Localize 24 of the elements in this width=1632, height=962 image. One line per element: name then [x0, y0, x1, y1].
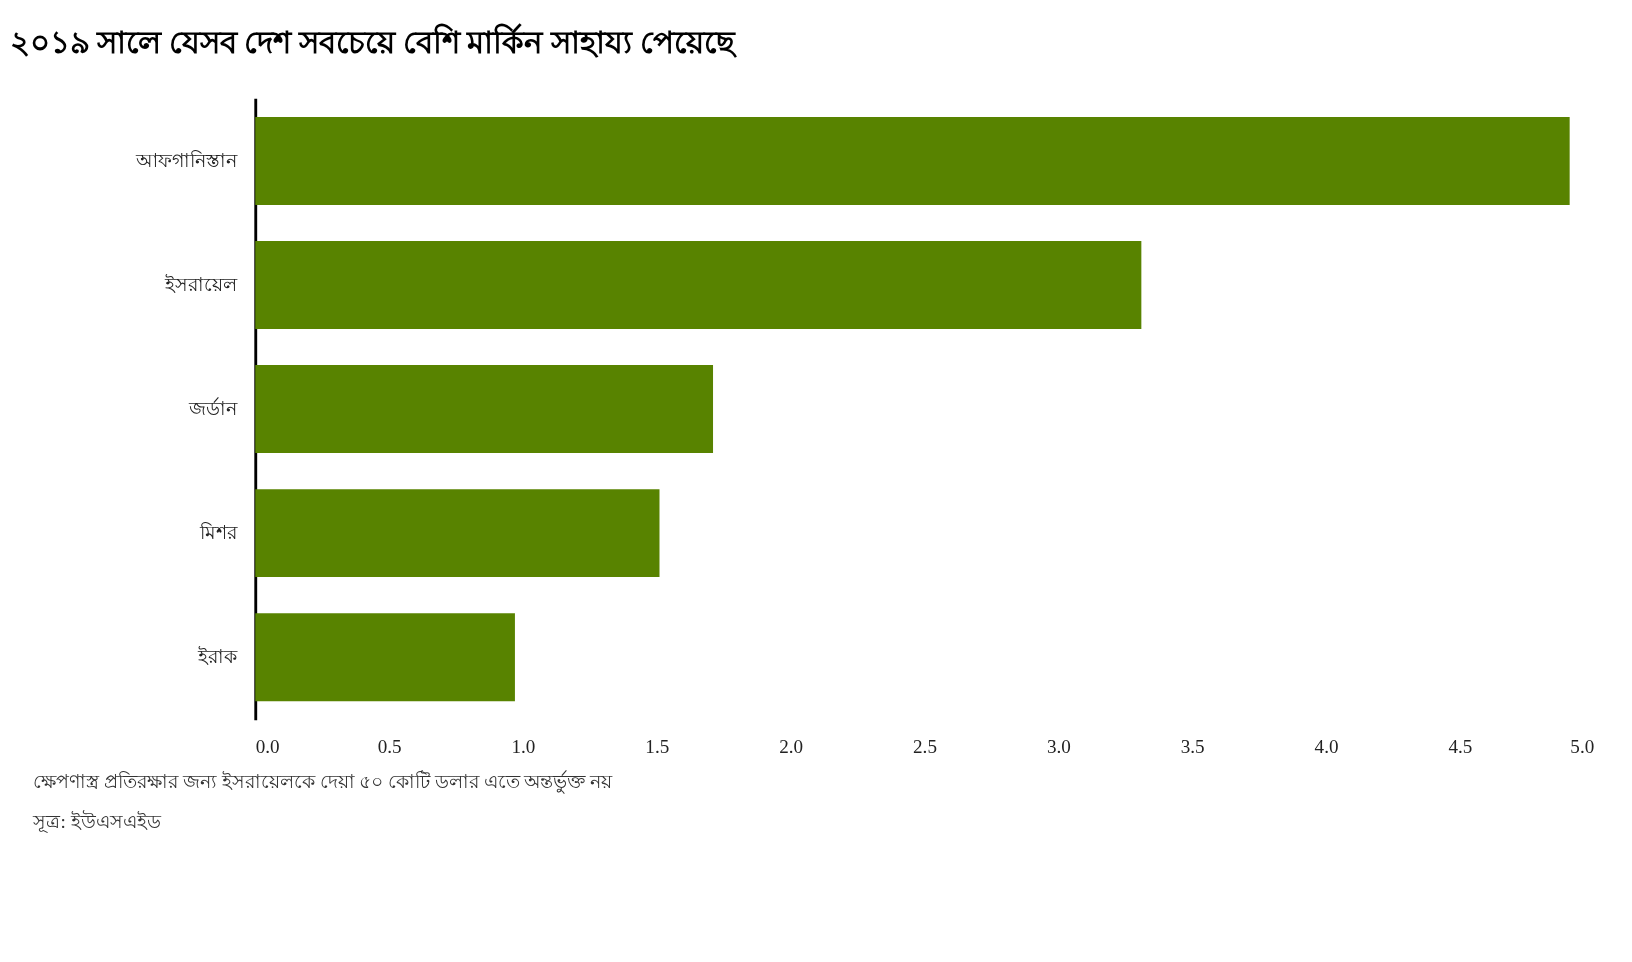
text: সূত্র: ইউএসএইড	[32, 809, 162, 833]
x-tick-label: 1.5	[645, 735, 670, 757]
bar	[255, 117, 1570, 205]
x-tick-label: 0.0	[255, 735, 280, 757]
x-tick-label: 4.0	[1314, 735, 1339, 757]
chart-title: ২০১৯ সালে যেসব দেশ সবচেয়ে বেশি মার্কিন সাহায্য পেয়েছে	[9, 23, 737, 61]
x-tick-label: 5.0	[1570, 735, 1595, 757]
text: ক্ষেপণাস্ত্র প্রতিরক্ষার জন্য ইসরায়েলকে দেয়া ৫০ কোটি ডলার এতে অন্তর্ভুক্ত নয়	[33, 769, 614, 794]
y-tick-label: জর্ডান	[187, 396, 238, 419]
x-tick-label: 2.5	[913, 735, 937, 757]
x-tick-label: 3.0	[1046, 735, 1071, 757]
y-tick-label: ইসরায়েল	[163, 273, 238, 295]
x-tick-label: 3.5	[1180, 735, 1205, 757]
bar	[255, 365, 714, 454]
x-tick-label: 4.5	[1448, 735, 1473, 757]
y-tick-label: মিশর	[198, 521, 238, 543]
x-tick-label: 1.0	[511, 735, 536, 757]
x-tick-label: 0.5	[377, 735, 402, 757]
y-tick-label: আফগানিস্তান	[134, 149, 238, 171]
y-tick-label: ইরাক	[196, 645, 238, 667]
x-tick-label: 2.0	[779, 735, 804, 757]
bar	[255, 241, 1142, 330]
bar	[255, 489, 660, 578]
bar	[255, 613, 515, 702]
